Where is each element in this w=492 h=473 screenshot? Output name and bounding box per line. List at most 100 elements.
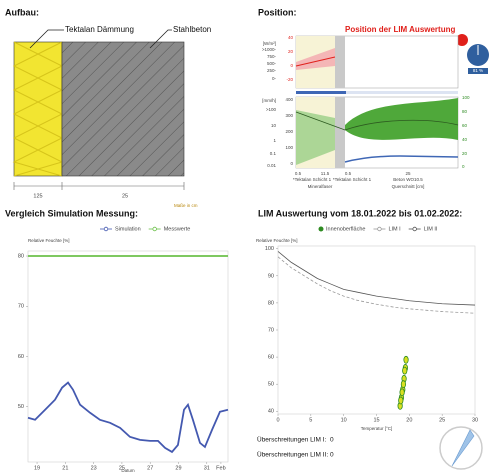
layer-label: *Tektalan Schicht 1	[293, 177, 332, 182]
data-point	[401, 381, 405, 388]
axis-label: 0	[290, 63, 293, 68]
y-tick-label: 70	[18, 304, 24, 310]
chart-title: LIM Auswertung vom 18.01.2022 bis 01.02.…	[258, 208, 462, 218]
axis-label: 250-	[267, 68, 277, 73]
data-point	[404, 356, 408, 363]
y-axis-label: Relative Feuchte [%]	[256, 238, 298, 243]
axis-label: 60	[462, 123, 468, 128]
axis-label: 100	[462, 95, 470, 100]
axis-label: 200	[285, 129, 293, 134]
axis-label: 20	[462, 151, 468, 156]
y-tick-label: 60	[18, 354, 24, 360]
axis-label: >100	[266, 107, 277, 112]
summary-label: Überschreitungen LIM I:	[257, 436, 327, 444]
legend-marker	[104, 227, 108, 231]
y-tick-label: 100	[265, 246, 274, 252]
plot-frame	[28, 251, 228, 462]
marker-label: Position der LIM Auswertung	[345, 25, 455, 34]
summary-value: 0	[330, 452, 334, 459]
layer-label: Tektalan Dämmung	[65, 25, 134, 34]
data-point	[403, 367, 407, 374]
legend-marker	[153, 227, 157, 231]
axis-label: 0.01	[267, 163, 276, 168]
x-axis-label: Querschnitt [cm]	[392, 184, 425, 189]
axis-label: 400	[285, 97, 293, 102]
axis-label: 750-	[267, 54, 277, 59]
x-tick-label: 31	[204, 465, 210, 471]
x-label: 0.5	[295, 171, 302, 176]
panel-title: Position:	[258, 7, 297, 17]
x-tick-label: 30	[472, 417, 478, 423]
layer-label: Stahlbeton	[173, 25, 211, 34]
y-tick-label: 70	[268, 327, 274, 333]
x-tick-label: 15	[373, 417, 379, 423]
x-label: 25	[405, 171, 411, 176]
legend-marker	[319, 227, 324, 232]
axis-label: 0	[462, 164, 465, 169]
panel-title: Aufbau:	[5, 7, 39, 17]
axis-label: [mm/h]	[262, 98, 276, 103]
axis-label: 40	[288, 35, 294, 40]
summary-label: Überschreitungen LIM II:	[257, 451, 328, 459]
axis-label: 20	[288, 49, 294, 54]
axis-label: [W/m²]	[263, 41, 276, 46]
zone	[335, 36, 345, 88]
legend-label: Simulation	[115, 226, 141, 232]
axis-label: -20	[286, 77, 293, 82]
axis-label: 0.1	[270, 151, 277, 156]
x-tick-label: 10	[341, 417, 347, 423]
x-tick-label: 0	[276, 417, 279, 423]
axis-label: 100	[285, 145, 293, 150]
y-tick-label: 50	[18, 404, 24, 410]
x-label: 0.5	[345, 171, 352, 176]
data-point	[400, 389, 404, 396]
x-label: 11.5	[321, 171, 330, 176]
x-tick-label: 23	[91, 465, 97, 471]
plot-frame	[278, 246, 475, 414]
axis-label: 40	[462, 137, 468, 142]
x-tick-label: Feb	[216, 465, 225, 471]
layer-label: *Tektalan Schicht 1	[333, 177, 372, 182]
axis-label: 0-	[272, 76, 277, 81]
dimension-line	[14, 182, 184, 190]
legend-label: LIM II	[424, 226, 438, 232]
y-axis-label: Relative Feuchte [%]	[28, 238, 70, 243]
axis-label: >1000-	[262, 47, 277, 52]
legend-label: Messwerte	[164, 226, 191, 232]
x-tick-label: 27	[147, 465, 153, 471]
data-point	[399, 397, 403, 404]
y-tick-label: 60	[268, 355, 274, 361]
y-tick-label: 80	[18, 253, 24, 259]
gauge-label: 81 %	[473, 68, 483, 73]
summary-value: 0	[330, 437, 334, 444]
unit-note: Maße in cm	[174, 203, 198, 208]
chart-title: Vergleich Simulation Messung:	[5, 208, 138, 218]
dimension-label: 25	[122, 193, 128, 199]
axis-label: 10	[271, 123, 277, 128]
x-tick-label: 19	[34, 465, 40, 471]
material-label: Mineralfaser	[308, 184, 333, 189]
layer-label: Beton WO10.5	[393, 177, 423, 182]
legend-marker	[413, 227, 417, 231]
y-tick-label: 80	[268, 300, 274, 306]
x-tick-label: 25	[439, 417, 445, 423]
x-axis-label: Temperatur [°C]	[361, 426, 393, 431]
axis-label: 1	[273, 138, 276, 143]
data-line	[278, 257, 475, 313]
x-tick-label: 21	[62, 465, 68, 471]
x-tick-label: 25	[119, 465, 125, 471]
x-tick-label: 5	[309, 417, 312, 423]
y-tick-label: 50	[268, 382, 274, 388]
y-tick-label: 40	[268, 409, 274, 415]
dimension-label: 125	[33, 193, 42, 199]
concrete-layer	[62, 42, 184, 176]
legend-marker	[378, 227, 382, 231]
dashboard: Aufbau: Tektalan Dämmung Stahlbeton 125 …	[0, 0, 492, 473]
bar	[296, 91, 346, 94]
legend-label: LIM I	[388, 226, 401, 232]
legend-label: Innenoberfläche	[326, 226, 365, 232]
x-tick-label: 29	[175, 465, 181, 471]
data-line	[28, 383, 228, 452]
axis-label: 0	[290, 161, 293, 166]
axis-label: 300	[285, 113, 293, 118]
